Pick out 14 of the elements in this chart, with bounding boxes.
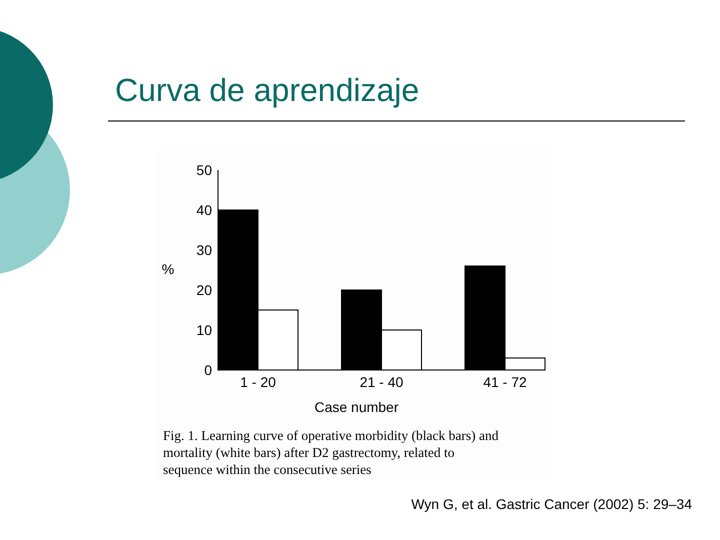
x-axis-title: Case number (314, 399, 399, 415)
x-tick-label: 41 - 72 (483, 374, 528, 390)
y-tick-label: 30 (196, 242, 212, 258)
y-tick-label: 0 (204, 362, 212, 378)
y-tick-label: 10 (196, 322, 212, 338)
y-axis-title: % (162, 261, 174, 277)
y-tick-label: 50 (196, 162, 212, 178)
y-tick-label: 20 (196, 282, 212, 298)
y-tick-label: 40 (196, 202, 212, 218)
chart-title: Curva de aprendizaje (115, 72, 420, 108)
text: Wyn G, et al. Gastric Cancer (2002) 5: 29–34 (411, 496, 692, 512)
caption: Fig. 1. Learning curve of operative morbidity (black bars) and mortality (white bars) after D2 gastrectomy, related to sequence within the consecutive series (163, 428, 499, 477)
x-tick-label: 21 - 40 (360, 374, 404, 390)
x-tick-label: 1 - 20 (240, 374, 276, 390)
